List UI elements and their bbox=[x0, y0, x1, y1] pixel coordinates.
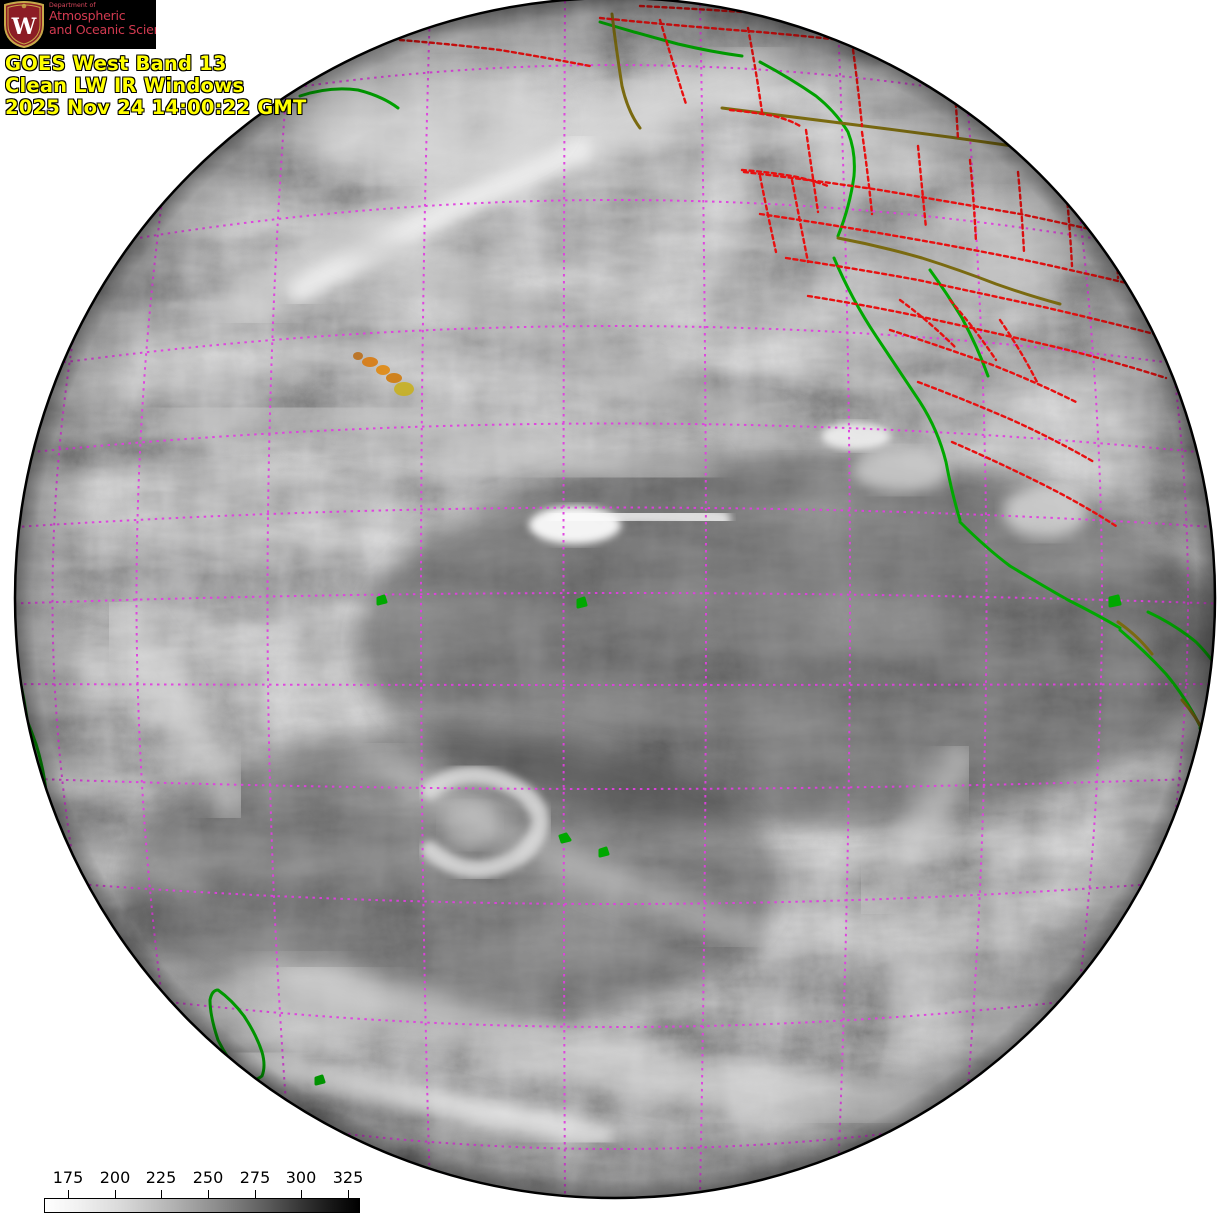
colorbar-tick-marks bbox=[0, 1190, 400, 1198]
colorbar-tick-300 bbox=[301, 1190, 302, 1198]
colorbar-label-300: 300 bbox=[285, 1168, 317, 1187]
aos-name-line2: and Oceanic Sciences bbox=[49, 22, 156, 38]
colorbar-label-250: 250 bbox=[192, 1168, 224, 1187]
colorbar-label-275: 275 bbox=[239, 1168, 271, 1187]
colorbar-label-325: 325 bbox=[332, 1168, 364, 1187]
colorbar-tick-200 bbox=[115, 1190, 116, 1198]
earth-limb-outline bbox=[13, 0, 1217, 1200]
uw-madison-aos-logo[interactable]: W Department of Atmospheric and Oceanic … bbox=[0, 0, 156, 49]
aos-name-line1: Atmospheric bbox=[49, 8, 126, 24]
colorbar-gradient-bar bbox=[44, 1198, 360, 1213]
colorbar-tick-325 bbox=[348, 1190, 349, 1198]
colorbar-tick-250 bbox=[208, 1190, 209, 1198]
aos-logo-wordmark: Department of Atmospheric and Oceanic Sc… bbox=[49, 2, 156, 38]
colorbar-tick-275 bbox=[255, 1190, 256, 1198]
colorbar-label-200: 200 bbox=[99, 1168, 131, 1187]
crest-letter-w: W bbox=[11, 14, 37, 40]
colorbar-label-225: 225 bbox=[145, 1168, 177, 1187]
uw-crest-icon: W bbox=[4, 1, 44, 48]
limb-darkening bbox=[15, 0, 1215, 1198]
aos-department-label: Department of bbox=[49, 2, 96, 9]
colorbar-label-175: 175 bbox=[52, 1168, 84, 1187]
colorbar-tick-175 bbox=[68, 1190, 69, 1198]
colorbar-tick-labels: 175 200 225 250 275 300 325 bbox=[0, 1168, 400, 1190]
colorbar-tick-225 bbox=[161, 1190, 162, 1198]
temperature-colorbar: 175 200 225 250 275 300 325 bbox=[0, 1168, 400, 1224]
